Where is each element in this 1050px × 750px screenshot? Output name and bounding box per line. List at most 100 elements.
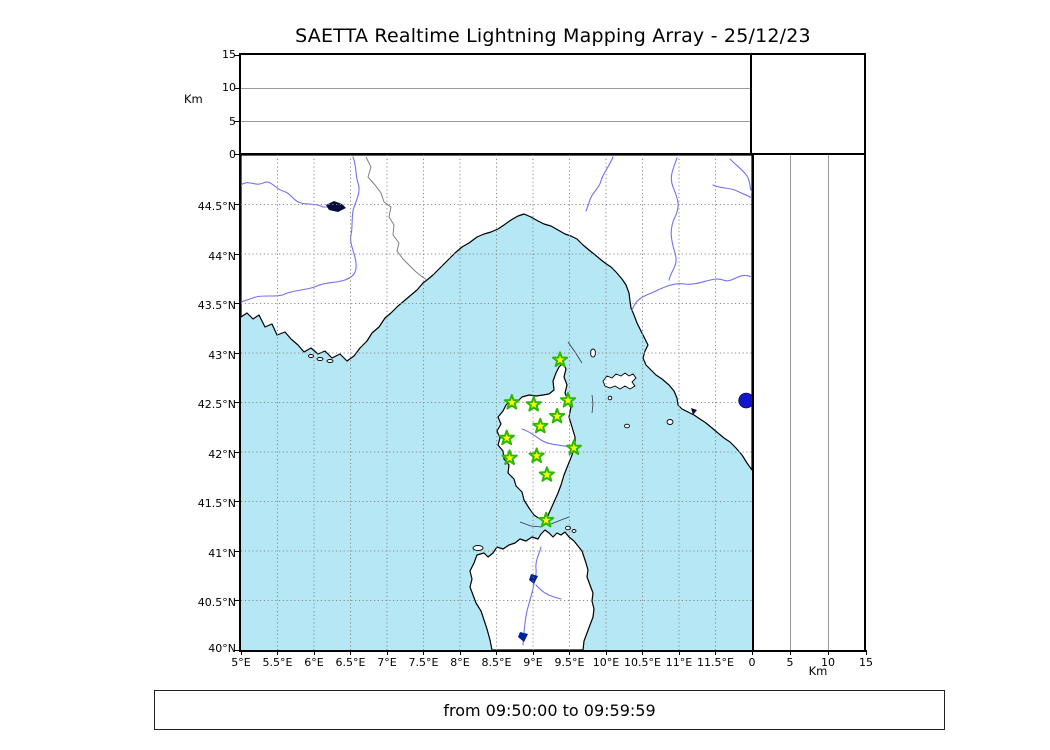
map-canvas (241, 155, 752, 650)
lon-tick-label: 7.5°E (408, 656, 439, 669)
river (241, 156, 360, 303)
lon-tick-label: 5.5°E (262, 656, 293, 669)
rivers (241, 156, 752, 311)
lon-tick-label: 10°E (592, 656, 620, 669)
lat-tick-label: 40.5°N (197, 596, 236, 609)
islet (607, 395, 613, 401)
station-marker (559, 392, 577, 408)
top-axis-tick-10: 10 (222, 81, 236, 94)
station-marker (503, 394, 520, 410)
lon-tick-label: 9°E (523, 656, 543, 669)
river-arno (631, 274, 752, 311)
axis-tick (459, 650, 461, 655)
axis-tick (234, 204, 239, 205)
lon-tick-label: 9.5°E (554, 656, 585, 669)
station-marker (498, 429, 515, 446)
asinara-island (472, 545, 484, 551)
station-marker (538, 511, 555, 528)
lat-tick-label: 44.5°N (197, 200, 236, 213)
axis-tick (313, 650, 315, 655)
altitude-gridline-10km (828, 155, 829, 650)
giglio-island (666, 419, 674, 425)
axis-tick (496, 650, 497, 655)
reservoir (518, 632, 528, 642)
altitude-latitude-panel (750, 153, 866, 652)
maddalena-islet (565, 525, 571, 531)
sardinia-coastline (469, 529, 595, 650)
sea-line-marks (519, 341, 594, 528)
axis-tick (234, 121, 239, 123)
station-marker (549, 407, 566, 424)
station-marker (525, 396, 542, 412)
axis-tick (350, 650, 351, 655)
right-axis-tick-15: 15 (859, 656, 873, 669)
elba-island (602, 372, 637, 390)
sea-line (591, 394, 594, 414)
axis-tick (234, 303, 239, 304)
axis-tick (234, 352, 239, 354)
lon-tick-label: 7°E (377, 656, 397, 669)
hyeres-islands (308, 354, 334, 363)
altitude-longitude-panel (239, 53, 754, 157)
lon-tick-label: 8°E (450, 656, 470, 669)
axis-tick (386, 650, 388, 655)
lon-tick-label: 6°E (304, 656, 324, 669)
lon-tick-label: 11°E (665, 656, 693, 669)
axis-tick (234, 550, 239, 552)
station-marker (528, 447, 545, 463)
axis-tick (789, 650, 791, 655)
river (712, 184, 752, 199)
top-axis-tick-0: 0 (229, 148, 236, 161)
altitude-gridline-5km (241, 121, 752, 122)
river (668, 157, 679, 281)
axis-tick (569, 650, 570, 655)
axis-tick (234, 451, 239, 453)
river-golo (521, 428, 575, 448)
map-panel (239, 153, 754, 652)
river (729, 158, 752, 193)
islet (316, 357, 324, 361)
axis-tick (234, 253, 239, 255)
right-axis-tick-0: 0 (748, 656, 756, 669)
axis-tick (234, 600, 239, 601)
axis-tick (827, 650, 829, 655)
altitude-gridline-10km (241, 88, 752, 89)
station-marker (538, 466, 555, 482)
event-markers (738, 392, 752, 409)
sea-line (519, 521, 542, 528)
axis-tick (234, 54, 239, 56)
axis-tick (423, 650, 424, 655)
islet (308, 354, 314, 358)
axis-tick (751, 650, 753, 655)
axis-tick (234, 649, 239, 651)
axis-tick (678, 650, 680, 655)
river (585, 156, 614, 212)
axis-tick (642, 650, 643, 655)
axis-tick (605, 650, 607, 655)
river (535, 584, 562, 600)
country-border (365, 156, 428, 281)
altitude-gridline-5km (790, 155, 791, 650)
top-axis-tick-15: 15 (222, 48, 236, 61)
lat-tick-label: 41°N (208, 547, 236, 560)
right-axis-tick-10: 10 (821, 656, 835, 669)
right-axis-unit-label: Km (808, 664, 828, 678)
islet (326, 359, 334, 363)
axis-tick (240, 650, 242, 655)
lat-tick-label: 43.5°N (197, 299, 236, 312)
reservoir (529, 574, 538, 584)
tuscan-islands (590, 348, 697, 429)
sea-line (550, 516, 570, 525)
lat-tick-label: 41.5°N (197, 497, 236, 510)
axis-tick (234, 402, 239, 403)
sardinia-details (472, 525, 577, 646)
lake-serre-poncon (326, 201, 346, 212)
station-marker (501, 449, 518, 465)
corner-panel (750, 53, 866, 157)
event-dot (738, 392, 752, 409)
orbetello-lagoon (691, 408, 697, 415)
station-marker (532, 417, 549, 434)
lon-tick-label: 5°E (231, 656, 251, 669)
station-markers (498, 351, 582, 528)
